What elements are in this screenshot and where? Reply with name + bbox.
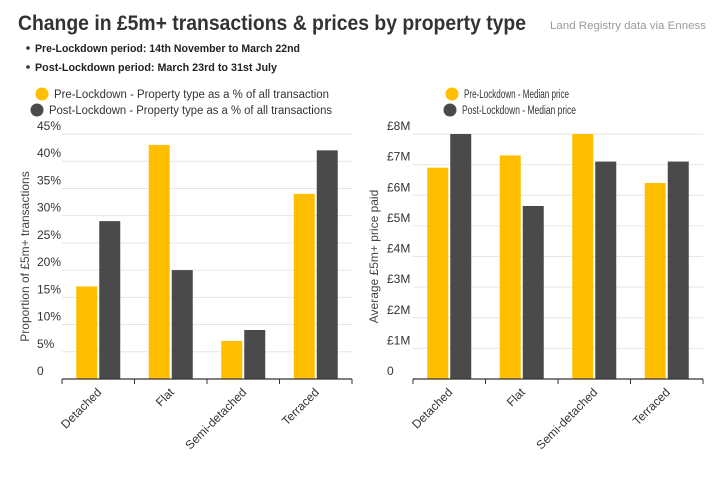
legend-marker bbox=[445, 87, 459, 101]
y-tick-label: 0 bbox=[37, 364, 44, 378]
bullet-dot bbox=[26, 46, 30, 50]
x-tick-label: Terraced bbox=[630, 385, 673, 428]
y-tick-label: 35% bbox=[37, 173, 61, 187]
x-tick-label: Flat bbox=[504, 385, 529, 410]
x-tick-label: Flat bbox=[153, 385, 178, 410]
y-tick-label: £8M bbox=[387, 119, 410, 133]
y-tick-label: £6M bbox=[387, 180, 410, 194]
x-tick-label: Detached bbox=[409, 385, 455, 431]
legend-label: Pre-Lockdown - Property type as a % of a… bbox=[54, 89, 329, 101]
y-tick-label: £7M bbox=[387, 150, 410, 164]
bar-pre-semi-detached bbox=[572, 134, 594, 379]
legend-label: Pre-Lockdown - Median price bbox=[464, 89, 569, 101]
bar-pre-detached bbox=[427, 167, 449, 379]
period-note-pre: Pre-Lockdown period: 14th November to Ma… bbox=[35, 43, 300, 55]
bar-post-semi-detached bbox=[244, 330, 266, 379]
y-tick-label: 20% bbox=[37, 255, 61, 269]
bar-post-terraced bbox=[667, 161, 689, 379]
y-tick-label: 10% bbox=[37, 310, 61, 324]
y-tick-label: 30% bbox=[37, 201, 61, 215]
x-tick-label: Semi-detached bbox=[533, 385, 600, 452]
y-tick-label: £4M bbox=[387, 242, 410, 256]
legend-label: Post-Lockdown - Median price bbox=[462, 105, 576, 117]
y-tick-label: 25% bbox=[37, 228, 61, 242]
x-tick-label: Semi-detached bbox=[182, 385, 249, 452]
x-tick-label: Terraced bbox=[279, 385, 322, 428]
y-tick-label: £2M bbox=[387, 303, 410, 317]
bar-post-semi-detached bbox=[595, 161, 617, 379]
legend-marker bbox=[30, 103, 44, 117]
y-tick-label: 15% bbox=[37, 282, 61, 296]
y-axis-label: Proportion of £5m+ transactions bbox=[18, 171, 32, 341]
bar-post-flat bbox=[522, 205, 544, 379]
bar-pre-flat bbox=[148, 144, 170, 379]
y-tick-label: 40% bbox=[37, 146, 61, 160]
bar-post-flat bbox=[171, 270, 193, 379]
x-tick-label: Detached bbox=[58, 385, 104, 431]
y-axis-label: Average £5m+ price paid bbox=[367, 190, 381, 324]
bar-post-detached bbox=[450, 134, 472, 379]
legend-label: Post-Lockdown - Property type as a % of … bbox=[49, 105, 332, 117]
legend-marker bbox=[35, 87, 49, 101]
bar-post-terraced bbox=[316, 150, 338, 379]
bar-pre-semi-detached bbox=[221, 340, 243, 379]
bullet-dot bbox=[26, 65, 30, 69]
y-tick-label: 0 bbox=[387, 364, 394, 378]
y-tick-label: £3M bbox=[387, 272, 410, 286]
source-note: Land Registry data via Enness bbox=[550, 20, 707, 32]
y-tick-label: £1M bbox=[387, 333, 410, 347]
y-tick-label: 5% bbox=[37, 337, 55, 351]
bar-pre-terraced bbox=[293, 193, 315, 379]
chart-title: Change in £5m+ transactions & prices by … bbox=[18, 12, 526, 35]
y-tick-label: £5M bbox=[387, 211, 410, 225]
period-note-post: Post-Lockdown period: March 23rd to 31st… bbox=[35, 62, 278, 74]
bar-pre-detached bbox=[76, 286, 98, 379]
y-tick-label: 45% bbox=[37, 119, 61, 133]
bar-post-detached bbox=[99, 221, 121, 379]
bar-pre-flat bbox=[499, 155, 521, 379]
legend-marker bbox=[443, 103, 457, 117]
bar-pre-terraced bbox=[644, 183, 666, 379]
